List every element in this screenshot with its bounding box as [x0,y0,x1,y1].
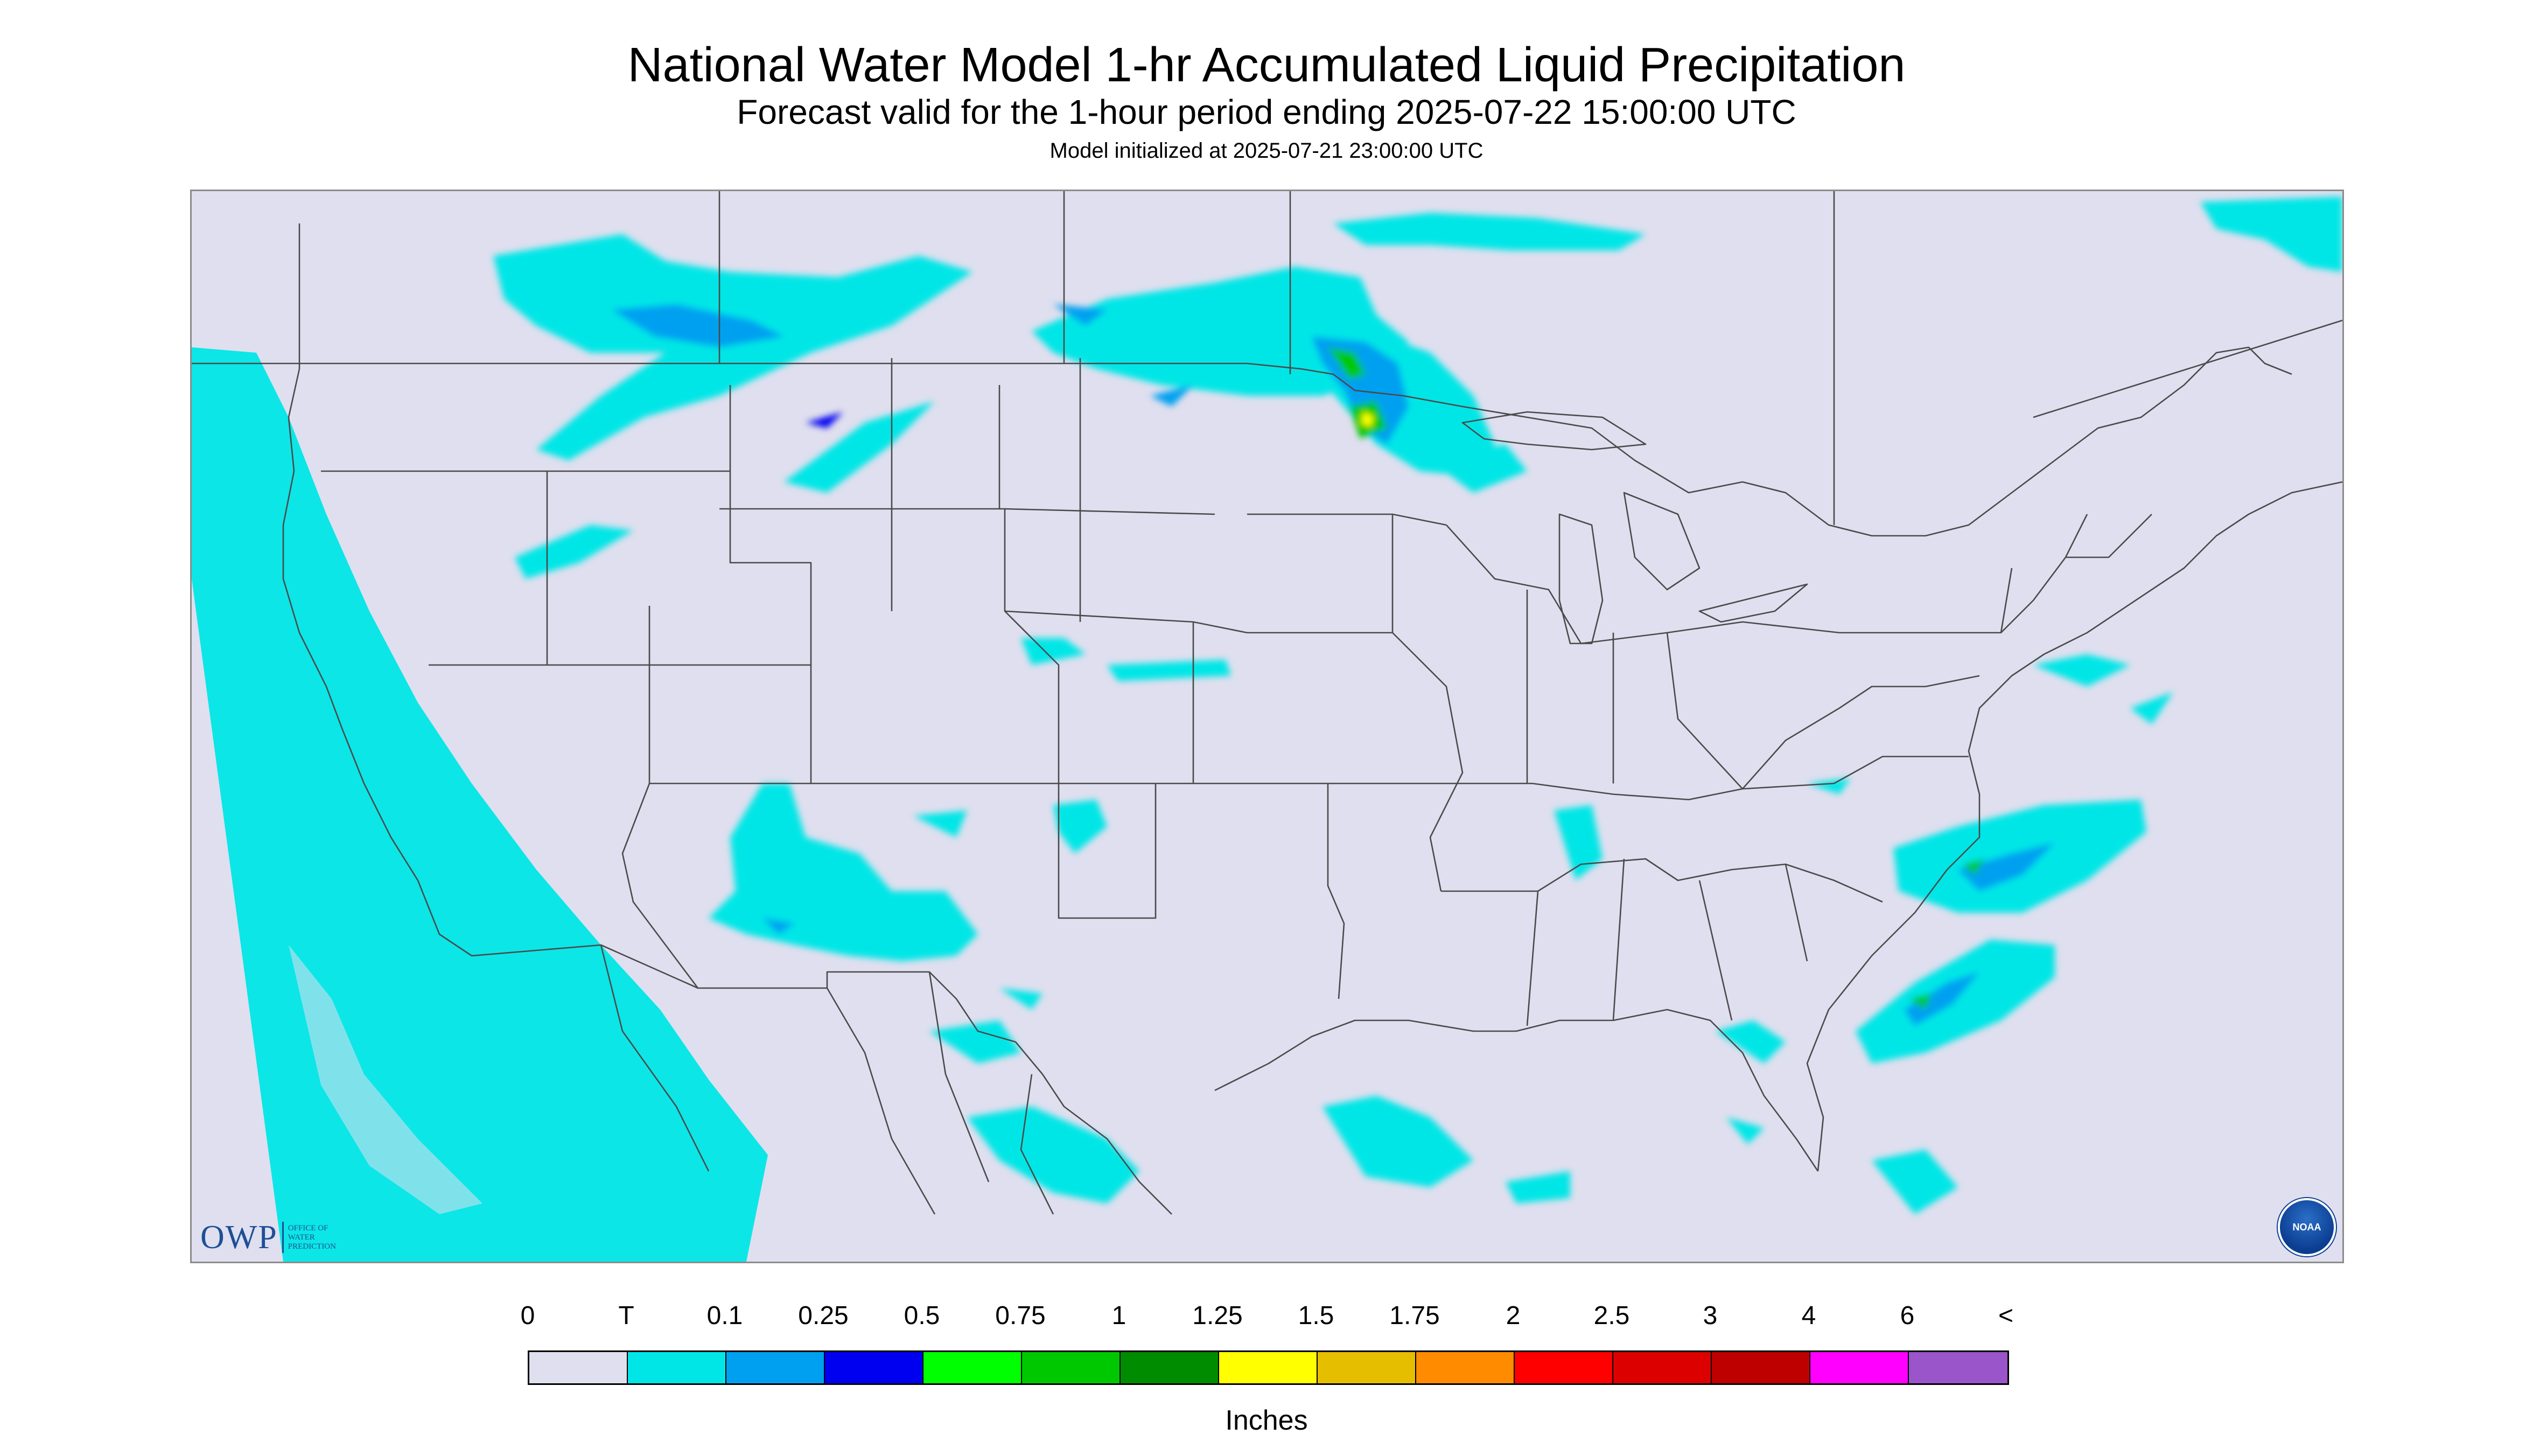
legend-label: 0 [520,1301,535,1330]
us-west-coast [282,368,472,957]
precip-canada-northeast [2200,197,2342,272]
precip-gulf [1323,1096,1570,1203]
precip-minnesota-yellow [1361,412,1374,427]
legend-label: 1.75 [1389,1301,1440,1330]
atlantic-coast [1806,481,2342,1172]
legend-color-swatch [1318,1352,1416,1383]
precip-arizona [709,783,978,961]
owp-logo-text: Office of Water Prediction [288,1223,336,1251]
legend-label: 1.5 [1298,1301,1334,1330]
legend-label: 1.25 [1192,1301,1243,1330]
lake-michigan [1558,513,1604,645]
legend-label: 2 [1506,1301,1521,1330]
legend-color-swatch [1909,1352,2007,1383]
model-domain-edges [192,347,2342,1262]
legend-color-swatch [1416,1352,1515,1383]
legend-color-swatch [1810,1352,1909,1383]
legend-label: 0.5 [904,1301,940,1330]
atlantic-domain-edge [2076,460,2342,1262]
color-legend-bar [528,1350,2009,1385]
precip-canada-north [1333,213,1646,250]
owp-logo: OWP Office of Water Prediction [200,1221,336,1254]
pacific-light-speckle [289,945,482,1214]
precip-areas [493,197,2342,1214]
legend-label: < [1998,1301,2014,1330]
legend-color-swatch [825,1352,923,1383]
legend-labels: 0 T 0.1 0.25 0.5 0.75 1 1.25 1.5 1.75 2 … [0,1301,2533,1333]
legend-label: 0.75 [995,1301,1046,1330]
owp-logo-divider [282,1222,284,1253]
legend-label: 3 [1703,1301,1718,1330]
precip-new-mexico [913,800,1107,853]
precip-virginia [1807,778,1850,794]
precip-atlantic-georgia-blue [1904,972,1979,1026]
legend-color-swatch [726,1352,825,1383]
legend-color-swatch [1219,1352,1318,1383]
precip-idaho-band [515,525,633,579]
map-canvas [192,191,2342,1262]
legend-color-swatch [628,1352,726,1383]
legend-color-swatch [1613,1352,1712,1383]
legend-label: 2.5 [1593,1301,1630,1330]
precipitation-map[interactable]: OWP Office of Water Prediction NOAA [190,190,2344,1263]
precip-wy-blue [806,412,843,428]
lake-superior [1461,411,1647,451]
legend-color-swatch [529,1352,628,1383]
model-initialized-text: Model initialized at 2025-07-21 23:00:00… [1049,139,1484,163]
forecast-valid-subtitle: Forecast valid for the 1-hour period end… [737,93,1796,131]
noaa-logo-text: NOAA [2292,1221,2321,1233]
chart-title: National Water Model 1-hr Accumulated Li… [627,38,1906,92]
precip-atlantic-carolinas-blue [1958,843,2055,891]
legend-color-swatch [1712,1352,1810,1383]
legend-color-swatch [1022,1352,1121,1383]
precip-arizona-blue [762,918,795,934]
owp-logo-mark: OWP [200,1219,278,1256]
precip-florida [1716,1020,1786,1144]
legend-label: 4 [1801,1301,1816,1330]
legend-color-swatch [1515,1352,1613,1383]
legend-label: T [618,1301,634,1330]
precip-alabama [1554,805,1603,880]
precip-wy-band [784,401,935,493]
noaa-logo: NOAA [2278,1198,2336,1256]
legend-color-swatch [1121,1352,1219,1383]
lake-huron [1623,492,1701,591]
precip-northeast [2033,654,2173,724]
legend-units: Inches [1225,1405,1308,1436]
legend-color-swatch [923,1352,1022,1383]
gulf-coast [1214,1009,1819,1172]
precip-atlantic-south [1872,1150,1958,1214]
legend-label: 1 [1111,1301,1126,1330]
legend-label: 0.1 [706,1301,743,1330]
lake-erie [1698,583,1808,623]
precip-atlantic-georgia [1856,940,2055,1063]
precip-montana [493,234,972,460]
precip-montana-blue [612,304,784,347]
precip-kansas [1021,638,1231,681]
us-canada-border [192,346,2292,537]
legend-label: 6 [1900,1301,1915,1330]
precip-texas [929,988,1042,1063]
legend-label: 0.25 [798,1301,849,1330]
political-boundaries [192,191,2342,1215]
us-mexico-border [471,944,1172,1215]
pacific-precip-field [192,347,768,1262]
precip-mexico [967,1107,1139,1203]
precip-dakotas-blue [1053,304,1193,407]
precip-wisconsin [1430,444,1527,493]
